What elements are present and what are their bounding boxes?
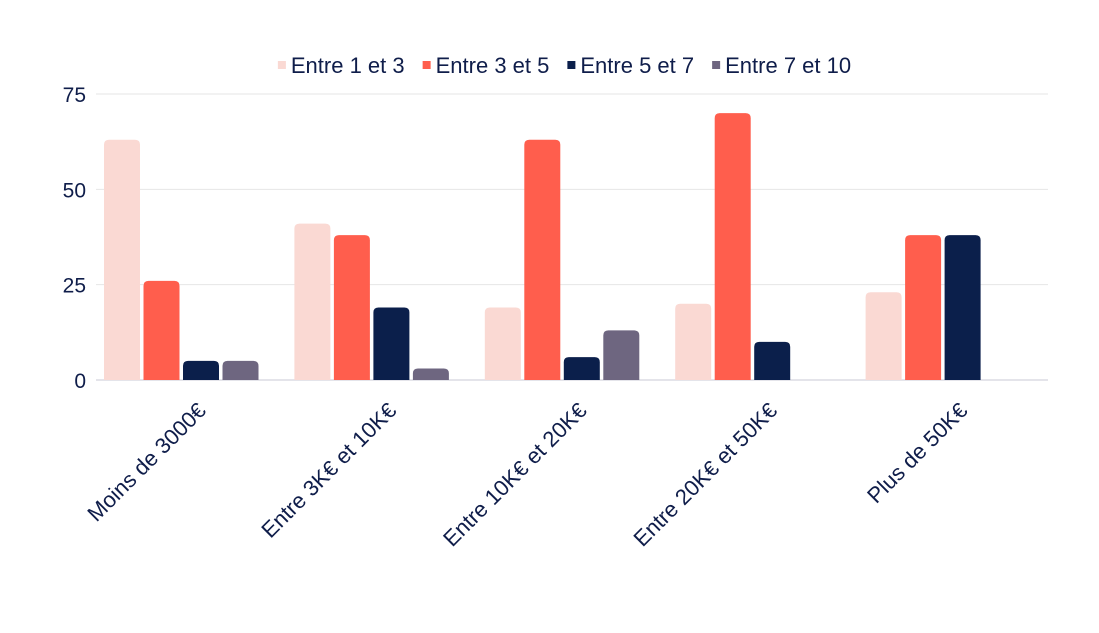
bar-4-2 (412, 368, 449, 380)
y-tick-label: 50 (63, 179, 86, 202)
chart-legend: Entre 1 et 3 Entre 3 et 5 Entre 5 et 7 Entr… (277, 53, 851, 78)
x-axis: Moins de 3000€ Entre 3K€ et 10K€ Entre 10K… (82, 398, 972, 551)
legend-swatch (567, 61, 576, 69)
bars (104, 113, 981, 381)
gridlines (96, 93, 1048, 286)
bar-2-3 (524, 139, 561, 380)
x-tick-label: Entre 20K€ et 50K€ (628, 398, 781, 551)
bar-2-1 (143, 280, 180, 380)
bar-3-3 (563, 357, 600, 380)
bar-1-3 (484, 307, 521, 380)
bar-3-2 (373, 307, 410, 380)
x-tick-label: Moins de 3000€ (82, 398, 210, 526)
bar-4-1 (222, 360, 259, 380)
legend-label: Entre 7 et 10 (725, 53, 851, 78)
y-tick-label: 0 (74, 370, 86, 393)
legend-label: Entre 3 et 5 (436, 53, 550, 78)
x-tick-label: Plus de 50K€ (862, 398, 972, 508)
y-tick-label: 75 (63, 84, 86, 107)
y-tick-label: 25 (63, 275, 86, 298)
legend-item: Entre 5 et 7 (567, 53, 694, 78)
bar-4-3 (603, 330, 640, 380)
bar-2-5 (905, 235, 942, 380)
bar-1-4 (675, 303, 712, 380)
legend-item: Entre 7 et 10 (712, 53, 851, 78)
bar-2-4 (714, 113, 751, 381)
legend-label: Entre 1 et 3 (291, 53, 405, 78)
legend-item: Entre 1 et 3 (277, 53, 405, 78)
legend-item: Entre 3 et 5 (422, 53, 550, 78)
legend-swatch (422, 61, 431, 69)
bar-1-2 (294, 223, 331, 380)
bar-3-4 (754, 341, 791, 380)
legend-swatch (277, 61, 286, 69)
x-tick-label: Entre 10K€ et 20K€ (438, 398, 591, 551)
x-tick-label: Entre 3K€ et 10K€ (256, 398, 401, 543)
bar-3-5 (944, 235, 981, 380)
bar-2-2 (333, 235, 370, 380)
legend-label: Entre 5 et 7 (580, 53, 694, 78)
legend-swatch (712, 61, 721, 69)
bar-3-1 (183, 360, 219, 380)
bar-1-1 (104, 139, 140, 380)
bar-1-5 (865, 292, 902, 380)
